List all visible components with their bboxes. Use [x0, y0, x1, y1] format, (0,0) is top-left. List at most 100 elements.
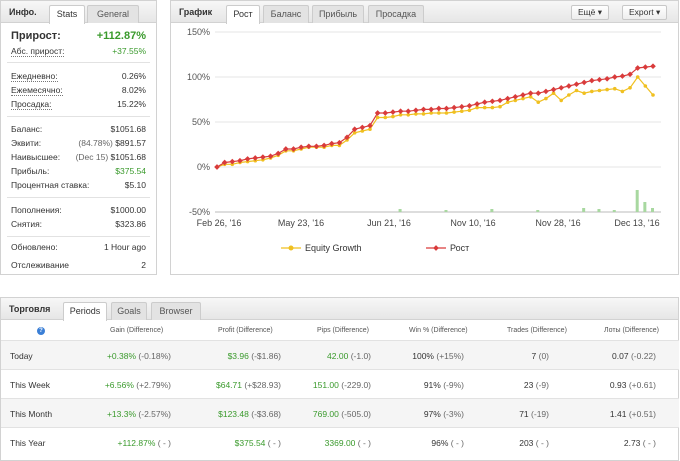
win-value: 97%: [423, 409, 441, 419]
volume-bar: [398, 209, 402, 212]
abs-growth-value: +37.55%: [112, 46, 146, 56]
gain-value: +13.3%: [106, 409, 137, 419]
drawdown-label: Просадка:: [11, 99, 52, 110]
chevron-down-icon: ▾: [597, 7, 603, 17]
equity-point: [360, 129, 365, 133]
deposits-label: Пополнения:: [11, 205, 62, 215]
profit-difference: ( - ): [267, 438, 281, 448]
deposits-value: $1000.00: [110, 205, 146, 215]
equity-point: [590, 89, 594, 94]
tab-balance[interactable]: Баланс: [263, 5, 309, 23]
profit-cell: $3.96 (-$1.86): [191, 351, 281, 361]
drawdown-row: Просадка: 15.22%: [11, 99, 146, 112]
growth-point: [497, 97, 503, 104]
growth-point: [451, 104, 457, 111]
trading-panel: Торговля Periods Goals Browser: [0, 297, 679, 461]
win-cell: 91% (-9%): [384, 380, 464, 390]
equity-point: [536, 100, 541, 104]
equity-point: [437, 111, 441, 115]
growth-point: [619, 73, 626, 79]
info-header: Инфо. Stats General: [1, 1, 156, 24]
balance-row: Баланс: $1051.68: [11, 124, 146, 137]
equity-point: [452, 110, 456, 114]
tab-periods[interactable]: Periods: [63, 302, 107, 321]
equity-point: [459, 109, 464, 113]
legend-equity-label: Equity Growth: [305, 243, 362, 253]
info-title: Инфо.: [9, 7, 37, 17]
highest-value: (Dec 15) $1051.68: [76, 152, 146, 162]
x-tick-label: Nov 28, '16: [535, 218, 580, 228]
trades-cell: 7 (0): [479, 351, 550, 361]
trades-value: 203: [519, 438, 534, 448]
volume-bar: [536, 210, 540, 212]
header-pips: Pips (Difference): [317, 327, 370, 334]
equity-point: [567, 93, 571, 97]
equity-point: [628, 86, 632, 90]
trades-cell: 23 (-9): [479, 380, 549, 390]
equity-row: Эквити: (84.78%) $891.57: [11, 138, 146, 151]
equity-point: [391, 114, 395, 119]
equity-point: [544, 96, 548, 101]
profit-cell: $375.54 ( - ): [191, 438, 281, 448]
growth-point: [489, 98, 496, 105]
withdrawals-value: $323.86: [115, 219, 146, 229]
x-tick-label: Feb 26, '16: [197, 218, 242, 228]
growth-point: [543, 88, 549, 95]
drawdown-value: 15.22%: [117, 99, 146, 109]
y-tick-label: 0%: [197, 162, 210, 172]
growth-point: [321, 142, 327, 149]
equity-point: [505, 100, 510, 104]
growth-point: [581, 79, 587, 86]
equity-point: [582, 91, 586, 95]
tab-browser[interactable]: Browser: [151, 302, 201, 320]
growth-point: [474, 101, 480, 107]
profit-cell: $123.48 (-$3.68): [191, 409, 281, 419]
period-label: This Week: [10, 380, 50, 390]
growth-point: [367, 122, 373, 129]
export-button[interactable]: Export ▾: [622, 5, 668, 20]
x-tick-label: Dec 13, '16: [614, 218, 659, 228]
daily-row: Ежедневно: 0.26%: [11, 71, 146, 84]
profit-value: $123.48: [218, 409, 249, 419]
pips-value: 3369.00: [324, 438, 356, 448]
trades-value: 23: [523, 380, 534, 390]
win-value: 91%: [423, 380, 441, 390]
lots-value: 0.07: [612, 351, 629, 361]
help-icon[interactable]: ?: [37, 327, 45, 335]
growth-chart: 150% 100% 50% 0% -50%Feb 26, '16 May 23, '16 J…: [187, 27, 661, 253]
abs-growth-label: Абс. прирост:: [11, 46, 65, 57]
updated-label: Обновлено:: [11, 242, 58, 252]
equity-point: [398, 113, 403, 117]
equity-point: [375, 115, 380, 120]
profit-row: Прибыль: $375.54: [11, 166, 146, 179]
equity-point: [414, 112, 418, 116]
tab-growth[interactable]: Рост: [226, 5, 260, 24]
pips-difference: (-229.0): [341, 380, 371, 390]
profit-value: $3.96: [227, 351, 249, 361]
more-button[interactable]: Ещё ▾: [571, 5, 610, 20]
profit-cell: $64.71 (+$28.93): [191, 380, 281, 390]
tab-general[interactable]: General: [87, 5, 139, 23]
gain-difference: (+2.79%): [136, 380, 171, 390]
trading-header: Торговля Periods Goals Browser: [1, 298, 678, 321]
trades-value: 71: [519, 409, 529, 419]
profit-value: $375.54: [115, 166, 146, 176]
trades-difference: (0): [538, 351, 549, 361]
table-row: This Month +13.3% (-2.57%) $123.48 (-$3.68…: [1, 398, 679, 428]
export-label: Export: [629, 7, 654, 17]
equity-point: [467, 108, 472, 113]
lots-cell: 2.73 ( - ): [586, 438, 656, 448]
trades-cell: 203 ( - ): [479, 438, 549, 448]
daily-label: Ежедневно:: [11, 71, 58, 82]
tab-drawdown[interactable]: Просадка: [368, 5, 424, 23]
tab-stats[interactable]: Stats: [49, 5, 85, 24]
tab-goals[interactable]: Goals: [111, 302, 147, 320]
graph-title: График: [179, 7, 213, 17]
highest-date: (Dec 15): [75, 152, 109, 162]
lots-value: 2.73: [623, 438, 641, 448]
tab-profit[interactable]: Прибыль: [312, 5, 364, 23]
profit-difference: (-$1.86): [251, 351, 281, 361]
trades-difference: (-19): [531, 409, 549, 419]
growth-point: [328, 140, 335, 147]
growth-point: [252, 155, 259, 161]
